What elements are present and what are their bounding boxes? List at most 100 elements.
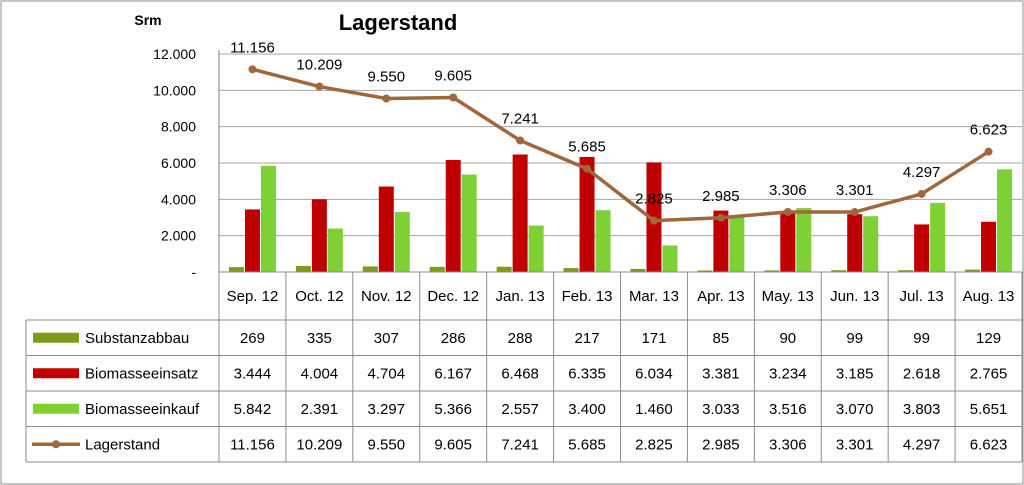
bar-biomasseeinkauf [260,165,276,272]
legend-label: Lagerstand [85,436,160,453]
table-cell: 3.185 [836,365,874,382]
legend-key-biomasseeinsatz [33,368,79,379]
table-cell: 335 [307,330,332,347]
legend-key-marker [52,440,60,449]
data-label: 2.825 [635,191,673,208]
bar-biomasseeinsatz [445,159,461,272]
x-tick-label: Jul. 13 [900,288,944,305]
table-cell: 4.704 [368,365,406,382]
bar-biomasseeinsatz [914,224,930,272]
table-cell: 288 [508,330,533,347]
bar-biomasseeinkauf [662,245,678,272]
y-tick-label: 6.000 [161,155,196,171]
bar-biomasseeinkauf [796,208,812,272]
x-tick-label: Jan. 13 [496,288,545,305]
table-cell: 3.444 [234,365,272,382]
data-labels: 11.156 10.209 9.550 9.605 7.241 5.685 2.825 2.9… [230,39,1007,207]
bar-biomasseeinsatz [847,214,863,272]
x-tick-label: Mar. 13 [629,288,679,305]
table-cell: 6.335 [568,365,606,382]
line-marker [716,213,725,222]
bar-biomasseeinkauf [863,216,879,272]
x-tick-label: May. 13 [762,288,814,305]
line-marker [649,216,658,225]
table-cell: 6.167 [434,365,472,382]
table-cell: 5.366 [434,401,472,418]
table-cell: 6.468 [501,365,539,382]
table-cell: 6.623 [970,436,1008,453]
line-lagerstand [252,67,990,223]
table-cell: 307 [374,330,399,347]
x-tick-label: Dec. 12 [427,288,479,305]
table-cell: 99 [913,330,930,347]
line-marker [516,136,525,145]
data-label: 11.156 [230,39,275,56]
table-cell: 85 [713,330,730,347]
bar-biomasseeinsatz [780,213,796,272]
bar-substanzabbau [496,266,512,272]
table-cell: 3.234 [769,365,807,382]
bar-series [228,154,1013,272]
bar-biomasseeinkauf [997,169,1013,272]
table-cell: 217 [575,330,600,347]
data-label: 3.301 [836,182,874,199]
bar-substanzabbau [563,268,579,272]
bar-substanzabbau [831,270,847,272]
data-label: 4.297 [903,164,941,181]
y-tick-labels: - 2.000 4.000 6.000 8.000 10.000 12.000 [153,46,196,280]
y-tick-label: 10.000 [153,82,196,98]
table-cell: 9.605 [434,436,472,453]
bar-biomasseeinkauf [461,174,477,272]
y-tick-label: 12.000 [153,46,196,62]
bar-biomasseeinsatz [981,221,997,272]
table-cell: 171 [641,330,666,347]
y-tick-label: 8.000 [161,119,196,135]
bar-biomasseeinkauf [394,212,410,272]
data-label: 7.241 [501,110,539,127]
line-marker [449,93,458,102]
table-cell: 11.156 [230,436,275,453]
table-cell: 2.391 [301,401,339,418]
table-cell: 3.803 [903,401,941,418]
bar-substanzabbau [630,268,646,272]
table-cell: 3.381 [702,365,740,382]
chart-title: Lagerstand [339,10,458,35]
x-tick-label: Jun. 13 [830,288,879,305]
legend-label: Biomasseeinsatz [85,365,198,382]
table-cell: 3.301 [836,436,874,453]
bar-biomasseeinkauf [930,202,946,272]
table-cell: 3.400 [568,401,606,418]
bar-biomasseeinsatz [579,156,595,272]
bar-biomasseeinkauf [327,228,343,272]
table-cell: 5.651 [970,401,1008,418]
table-cell: 3.070 [836,401,874,418]
line-marker [248,65,257,74]
y-tick-label: - [191,264,196,280]
legend-key-biomasseeinkauf [33,403,79,414]
table-cell: 3.033 [702,401,740,418]
data-label: 6.623 [970,122,1008,139]
table-cell: 5.842 [234,401,272,418]
table-cell: 3.306 [769,436,807,453]
table-cell: 6.034 [635,365,673,382]
bar-substanzabbau [295,265,311,272]
bar-biomasseeinsatz [244,209,260,272]
line-series [248,65,993,225]
data-table: Sep. 12 Oct. 12 Nov. 12 Dec. 12 Jan. 13 Feb. … [25,271,1023,463]
bar-biomasseeinsatz [713,210,729,272]
bar-biomasseeinkauf [729,216,745,272]
y-tick-label: 2.000 [161,228,196,244]
line-marker [850,208,859,217]
x-tick-label: Oct. 12 [295,288,343,305]
table-cell: 129 [976,330,1001,347]
bar-substanzabbau [697,270,713,272]
data-label: 5.685 [568,139,606,156]
bar-biomasseeinkauf [528,225,544,272]
bar-substanzabbau [362,266,378,272]
table-cell: 269 [240,330,265,347]
bar-biomasseeinsatz [311,199,327,272]
table-cell: 1.460 [635,401,673,418]
table-cell: 10.209 [296,436,342,453]
x-tick-label: Apr. 13 [697,288,745,305]
